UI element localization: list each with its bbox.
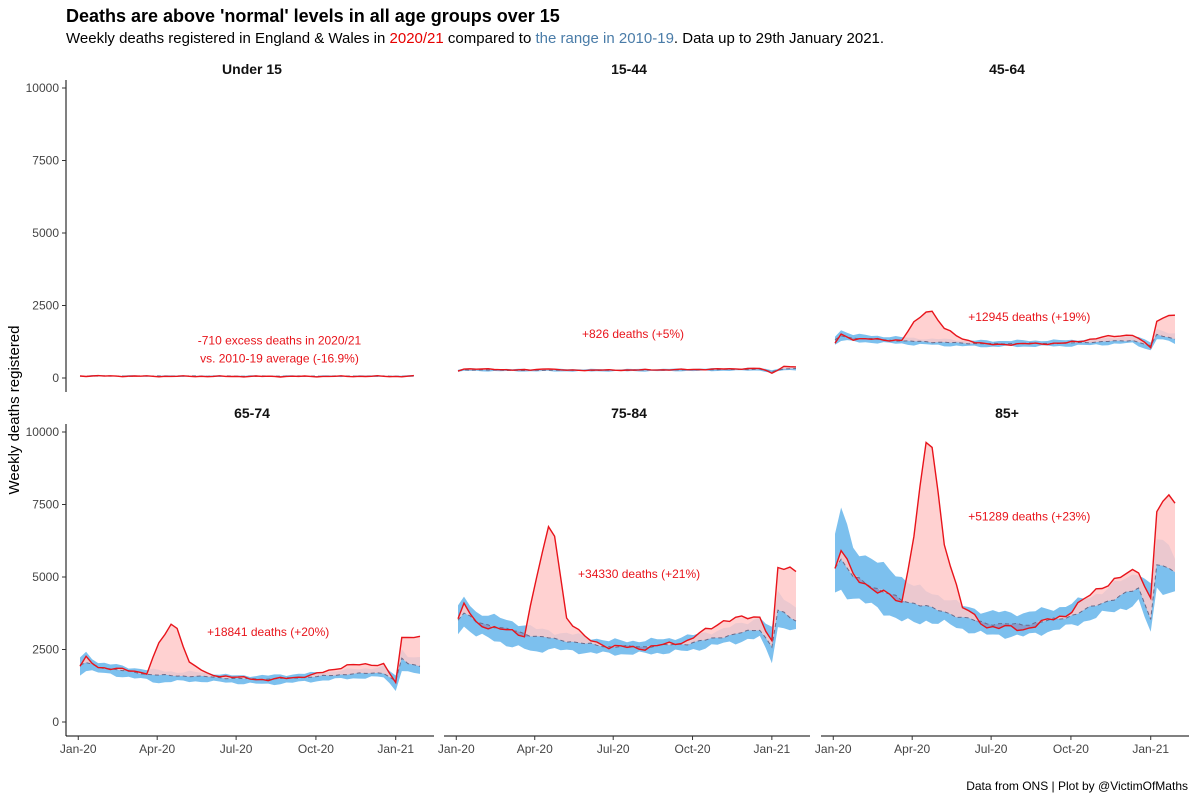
x-tick-label: Oct-20 [675, 742, 711, 756]
annotation-label: vs. 2010-19 average (-16.9%) [200, 352, 359, 366]
y-tick-label: 7500 [32, 498, 59, 512]
current-line [457, 365, 797, 374]
y-axis-title: Weekly deaths registered [6, 326, 23, 495]
chart-caption: Data from ONS | Plot by @VictimOfMaths [966, 779, 1188, 793]
y-tick-label: 10000 [26, 425, 60, 439]
x-tick-label: Jan-21 [754, 742, 791, 756]
facet-title: 45-64 [989, 61, 1025, 77]
facet-title: 15-44 [611, 61, 647, 77]
excess-area [80, 624, 420, 681]
x-tick-label: Apr-20 [139, 742, 175, 756]
facet-title: Under 15 [222, 61, 282, 77]
facet-panel-2: 15-44 +826 deaths (+5%) [457, 61, 797, 374]
x-tick-label: Jan-21 [1132, 742, 1169, 756]
annotation-label: +12945 deaths (+19%) [968, 310, 1090, 324]
y-tick-label: 5000 [32, 226, 59, 240]
current-line [79, 374, 414, 378]
y-tick-label: 2500 [32, 299, 59, 313]
range-band [835, 329, 1175, 351]
y-tick-label: 0 [52, 715, 59, 729]
y-tick-label: 2500 [32, 643, 59, 657]
y-tick-label: 0 [52, 371, 59, 385]
y-tick-label: 5000 [32, 570, 59, 584]
range-band [835, 507, 1175, 639]
average-line [834, 558, 1176, 626]
x-tick-label: Jan-20 [438, 742, 475, 756]
range-band [458, 590, 796, 664]
x-tick-label: Jan-20 [60, 742, 97, 756]
annotation-label: +34330 deaths (+21%) [578, 567, 700, 581]
x-tick-label: Jul-20 [220, 742, 253, 756]
facet-panel-5: 75-84 +34330 deaths (+21%) Jan-20 Apr-20 Jul… [438, 405, 810, 756]
y-tick-label: 10000 [26, 81, 60, 95]
annotation-label: +51289 deaths (+23%) [968, 510, 1090, 524]
annotation-label: +826 deaths (+5%) [582, 327, 684, 341]
x-tick-label: Jan-20 [815, 742, 852, 756]
subtitle-text-1: Weekly deaths registered in England & Wa… [66, 30, 390, 47]
chart-subtitle: Weekly deaths registered in England & Wa… [66, 30, 884, 47]
x-tick-label: Jul-20 [597, 742, 630, 756]
chart-title: Deaths are above 'normal' levels in all … [66, 6, 560, 26]
x-tick-label: Oct-20 [1053, 742, 1089, 756]
subtitle-text-3: . Data up to 29th January 2021. [673, 30, 885, 47]
facet-panel-4: 65-74 +18841 deaths (+20%) 0 2500 5000 7500 10… [26, 405, 434, 756]
annotation-label: -710 excess deaths in 2020/21 [198, 334, 362, 348]
excess-area [458, 526, 796, 648]
subtitle-text-2: compared to [443, 30, 536, 47]
facet-title: 65-74 [234, 405, 270, 421]
subtitle-highlight-range: the range in 2010-19 [535, 30, 674, 47]
current-line [79, 623, 421, 685]
y-tick-label: 7500 [32, 154, 59, 168]
excess-area [835, 311, 1175, 346]
range-band [80, 649, 420, 691]
facet-panel-6: 85+ +51289 deaths (+23%) Jan-20 Apr-20 Jul-2… [815, 405, 1189, 756]
x-tick-label: Jul-20 [975, 742, 1008, 756]
x-tick-label: Jan-21 [377, 742, 414, 756]
facet-title: 85+ [995, 405, 1019, 421]
x-tick-label: Apr-20 [894, 742, 930, 756]
facet-panel-3: 45-64 +12945 deaths (+19%) [834, 61, 1176, 351]
x-tick-label: Apr-20 [517, 742, 553, 756]
subtitle-highlight-current: 2020/21 [389, 30, 444, 47]
x-tick-label: Oct-20 [298, 742, 334, 756]
average-line [79, 657, 421, 682]
current-line [457, 524, 797, 651]
current-line [834, 441, 1176, 632]
current-line [834, 310, 1176, 350]
facet-panel-1: Under 15 -710 excess deaths in 2020/21 vs.… [26, 61, 414, 392]
facet-title: 75-84 [611, 405, 647, 421]
annotation-label: +18841 deaths (+20%) [207, 625, 329, 639]
